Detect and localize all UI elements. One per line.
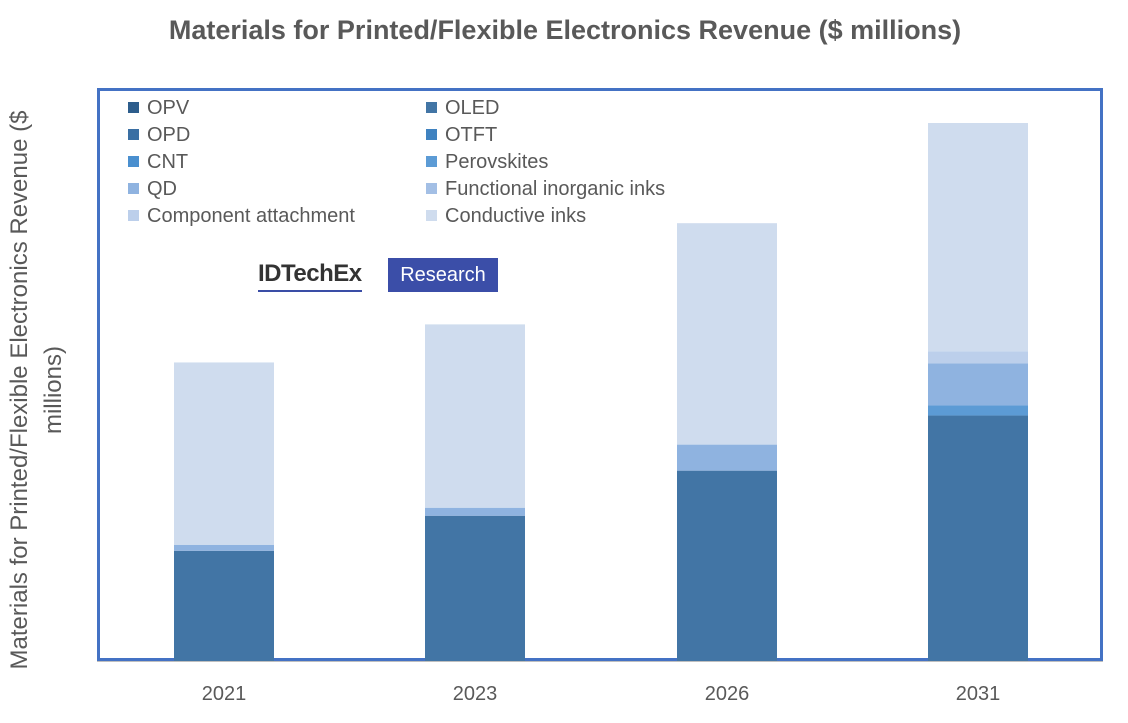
- bar-2031-qd: [928, 363, 1028, 406]
- x-tick-label: 2026: [705, 683, 750, 705]
- legend-label: Functional inorganic inks: [445, 178, 666, 200]
- legend-swatch: [426, 102, 437, 113]
- legend-item: CNT: [128, 149, 188, 175]
- legend-swatch: [426, 210, 437, 221]
- chart-title: Materials for Printed/Flexible Electroni…: [168, 15, 962, 45]
- legend-item: OPD: [128, 122, 190, 148]
- bar-2021-qd: [174, 544, 274, 551]
- plot-area: [97, 88, 1103, 661]
- legend-swatch: [128, 210, 139, 221]
- legend-swatch: [426, 156, 437, 167]
- legend-label: OTFT: [445, 124, 498, 146]
- x-tick-label: 2031: [956, 683, 1001, 705]
- logo-brand: IDTechEx: [258, 258, 362, 292]
- bar-2031-component-attachment: [928, 351, 1028, 364]
- legend-item: Perovskites: [426, 149, 548, 175]
- bar-2031-oled: [928, 415, 1028, 661]
- bar-2031-conductive-inks: [928, 123, 1028, 352]
- bar-2031-perovskites: [928, 405, 1028, 416]
- legend-item: OPV: [128, 95, 189, 121]
- legend-label: Perovskites: [445, 151, 549, 173]
- bar-2026-oled: [677, 470, 777, 661]
- logo-badge: Research: [388, 258, 498, 292]
- legend-swatch: [128, 183, 139, 194]
- legend-item: QD: [128, 176, 177, 202]
- legend-label: Conductive inks: [445, 205, 587, 227]
- legend-label: OPV: [147, 97, 190, 119]
- legend-label: QD: [147, 178, 177, 200]
- bar-2021-oled: [174, 550, 274, 661]
- legend-item: Conductive inks: [426, 203, 586, 229]
- legend-label: Component attachment: [147, 205, 355, 227]
- legend-label: CNT: [147, 151, 189, 173]
- bar-2026-conductive-inks: [677, 223, 777, 445]
- bar-2023-oled: [425, 515, 525, 661]
- legend-swatch: [128, 156, 139, 167]
- legend-swatch: [426, 129, 437, 140]
- bar-2023-conductive-inks: [425, 324, 525, 508]
- bar-2021-conductive-inks: [174, 362, 274, 545]
- x-tick-label: 2021: [202, 683, 247, 705]
- bar-2023-qd: [425, 507, 525, 516]
- legend-item: Functional inorganic inks: [426, 176, 665, 202]
- legend-swatch: [128, 129, 139, 140]
- legend-label: OLED: [445, 97, 500, 119]
- legend-label: OPD: [147, 124, 191, 146]
- legend-item: Component attachment: [128, 203, 355, 229]
- legend-swatch: [426, 183, 437, 194]
- legend-item: OLED: [426, 95, 499, 121]
- legend-item: OTFT: [426, 122, 497, 148]
- legend-swatch: [128, 102, 139, 113]
- x-tick-label: 2023: [453, 683, 498, 705]
- bar-2026-qd: [677, 444, 777, 471]
